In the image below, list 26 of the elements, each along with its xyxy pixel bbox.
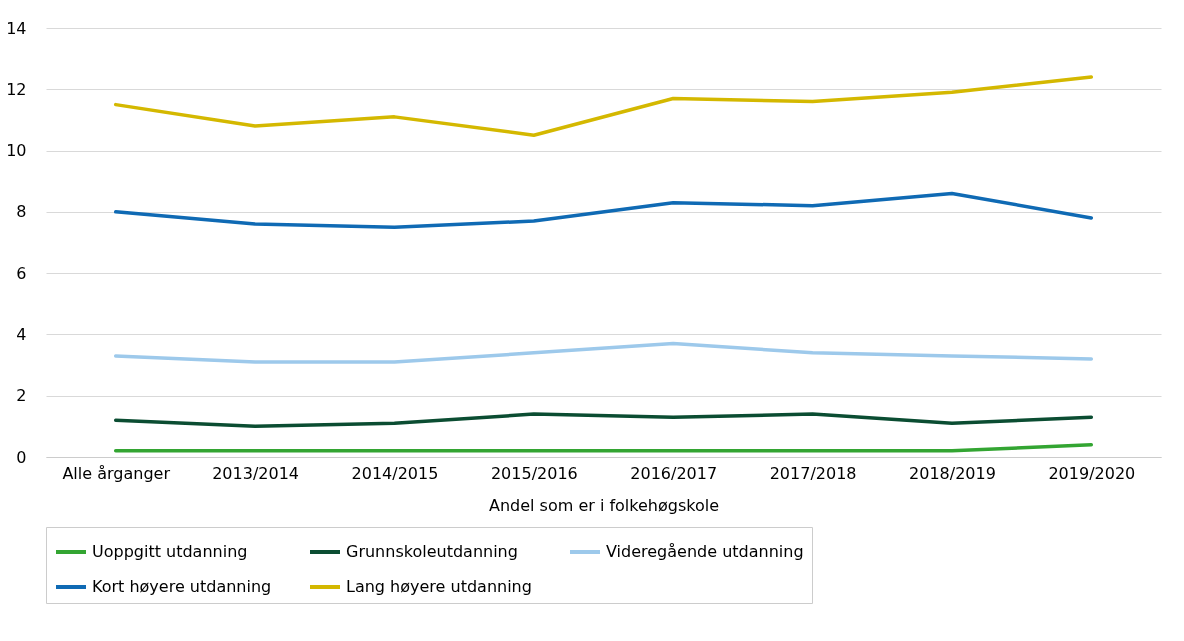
y-tick-label: 6 bbox=[16, 263, 27, 283]
legend-label: Uoppgitt utdanning bbox=[92, 542, 248, 561]
x-tick-label: Alle årganger bbox=[62, 463, 171, 483]
x-tick-label: 2015/2016 bbox=[490, 463, 578, 483]
x-tick-label: 2017/2018 bbox=[769, 463, 857, 483]
x-tick-label: 2013/2014 bbox=[212, 463, 299, 483]
y-tick-label: 0 bbox=[16, 447, 27, 467]
legend-label: Lang høyere utdanning bbox=[346, 577, 532, 596]
y-tick-label: 8 bbox=[16, 202, 27, 222]
y-tick-label: 10 bbox=[6, 141, 27, 161]
y-tick-label: 4 bbox=[16, 324, 27, 344]
line-series bbox=[113, 191, 1094, 229]
legend-label: Kort høyere utdanning bbox=[92, 577, 272, 596]
y-tick-label: 14 bbox=[6, 18, 27, 38]
y-tick-label: 12 bbox=[6, 79, 27, 99]
x-tick-label: 2018/2019 bbox=[909, 463, 996, 483]
line-series bbox=[113, 412, 1094, 429]
legend-label: Grunnskoleutdanning bbox=[346, 542, 518, 561]
line-series bbox=[113, 341, 1094, 364]
x-tick-label: 2014/2015 bbox=[351, 463, 439, 483]
line-series bbox=[113, 75, 1094, 137]
x-tick-label: 2019/2020 bbox=[1048, 463, 1136, 483]
y-tick-label: 2 bbox=[16, 386, 27, 406]
legend-label: Videregående utdanning bbox=[606, 542, 804, 561]
x-axis-title: Andel som er i folkehøgskole bbox=[488, 495, 720, 515]
x-tick-label: 2016/2017 bbox=[630, 463, 718, 483]
